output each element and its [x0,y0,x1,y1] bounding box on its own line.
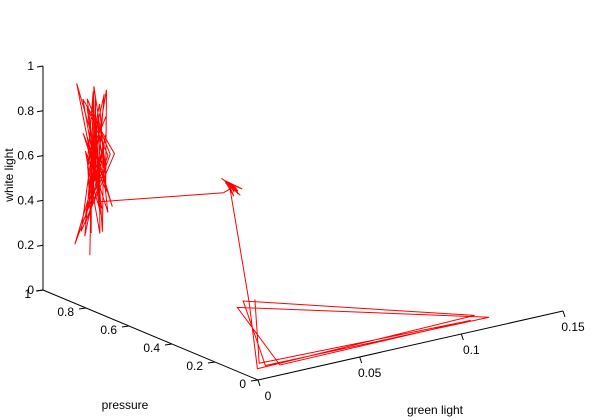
x-axis-line [257,310,564,381]
x-tick-mark [460,333,464,341]
z-tick-label: 0.2 [17,238,34,252]
y-tick-mark [250,379,259,382]
x-tick-label: 0.05 [358,366,382,380]
z-tick-label: 0.4 [17,193,34,207]
data-layer [74,83,490,370]
y-tick-mark [78,307,87,310]
y-tick-mark [207,361,216,364]
x-tick-mark [257,379,261,387]
x-tick-mark [359,356,363,364]
z-tick-mark [36,65,44,68]
x-tick-mark [562,310,566,318]
y-tick-label: 1 [24,287,31,301]
z-tick-label: 1 [27,59,34,73]
y-tick-label: 0.4 [143,341,160,355]
z-tick-label: 0.8 [17,104,34,118]
z-tick-mark [36,110,44,113]
y-tick-label: 0.6 [100,323,117,337]
z-tick-mark [36,289,44,292]
z-tick-mark [36,155,44,158]
x-tick-label: 0.1 [463,343,480,357]
z-tick-mark [36,244,44,247]
labels-layer: white light pressure green light [2,148,464,417]
z-axis-label: white light [2,148,16,203]
z-tick-label: 0 [27,283,34,297]
z-tick-label: 0.6 [17,149,34,163]
y-tick-label: 0.2 [186,359,203,373]
series-line [74,83,490,370]
y-tick-mark [164,343,173,346]
y-tick-label: 0 [239,377,246,391]
y-tick-mark [121,325,130,328]
z-tick-mark [36,199,44,202]
y-axis-label: pressure [102,398,149,412]
y-axis-line [42,289,259,381]
x-axis-label: green light [407,403,464,417]
x-tick-label: 0 [265,389,272,403]
y-tick-label: 0.8 [57,305,74,319]
x-tick-label: 0.15 [561,320,585,334]
